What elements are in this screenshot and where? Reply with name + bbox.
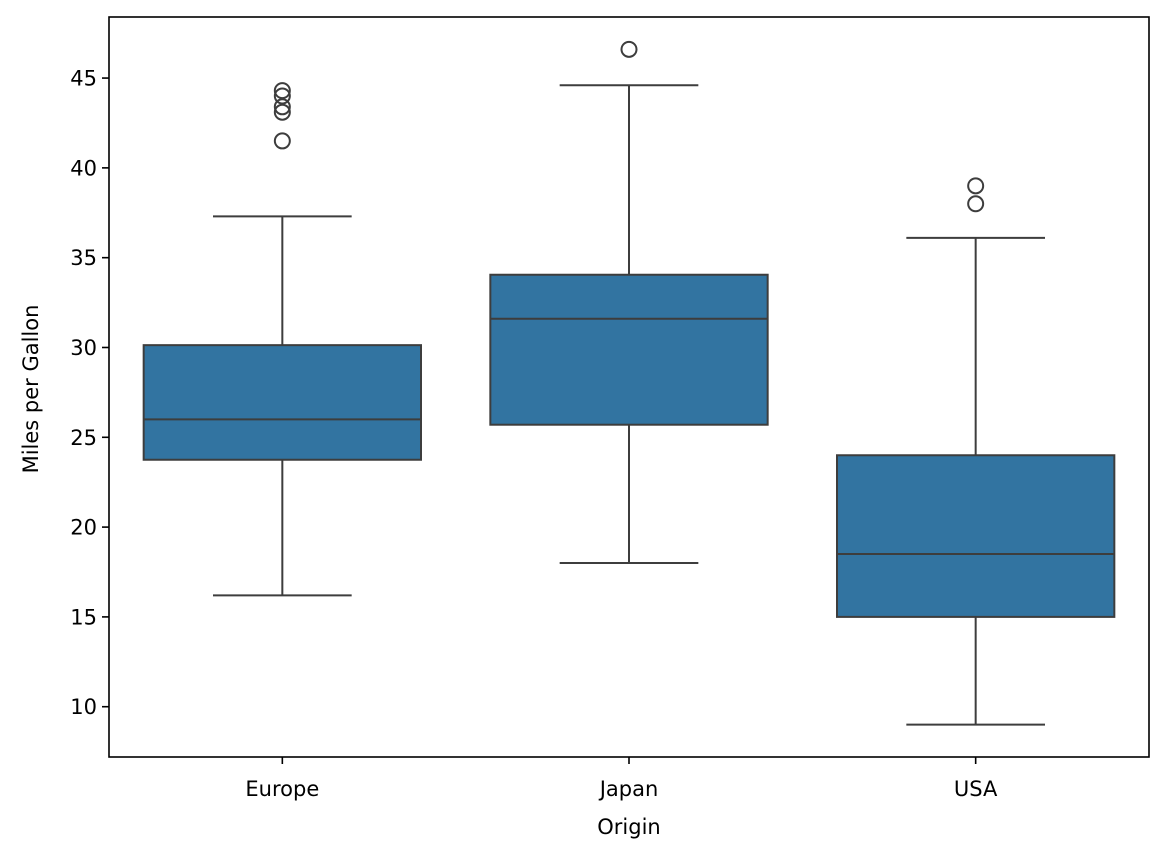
y-tick-label: 25 [70, 426, 97, 450]
x-tick-label: Japan [598, 777, 659, 801]
outlier-point [273, 82, 291, 100]
outlier-point [967, 195, 985, 213]
y-tick-label: 20 [70, 516, 97, 540]
y-tick-label: 15 [70, 605, 97, 629]
axes-frame [108, 16, 1150, 758]
y-axis-label: Miles per Gallon [19, 305, 43, 474]
outlier-point [273, 132, 291, 150]
outlier-point [620, 40, 638, 58]
iqr-box [142, 344, 423, 461]
outlier-point [967, 177, 985, 195]
iqr-box [489, 273, 769, 426]
y-tick-label: 45 [70, 67, 97, 91]
x-tick-label: USA [954, 777, 998, 801]
plot-area [142, 40, 1116, 726]
x-tick-label: Europe [245, 777, 319, 801]
iqr-box [836, 454, 1116, 618]
box-group [489, 40, 769, 565]
outlier-point [273, 87, 291, 105]
x-axis: Europe Japan USA [245, 757, 998, 801]
y-tick-label: 10 [70, 695, 97, 719]
y-axis: 10 15 20 25 30 35 40 45 [70, 67, 109, 719]
outlier-point [273, 98, 291, 116]
box-group [142, 82, 423, 597]
y-tick-label: 30 [70, 336, 97, 360]
y-tick-label: 40 [70, 156, 97, 180]
box-group [836, 177, 1116, 726]
outlier-point [273, 103, 291, 121]
y-tick-label: 35 [70, 246, 97, 270]
x-axis-label: Origin [597, 815, 660, 839]
